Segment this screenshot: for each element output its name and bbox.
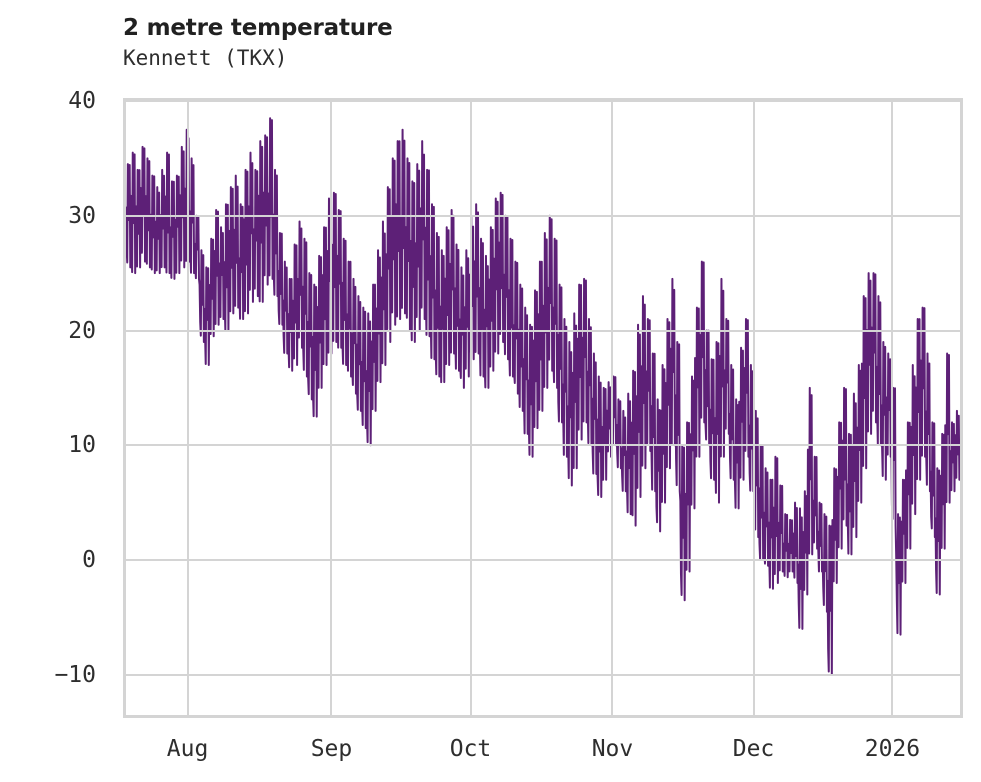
plot-inner bbox=[126, 101, 960, 715]
page-title: 2 metre temperature bbox=[123, 15, 393, 41]
y-tick-label: 0 bbox=[82, 547, 96, 574]
y-tick-label: 10 bbox=[68, 432, 96, 459]
x-tick-label: Dec bbox=[732, 736, 775, 762]
gridline-horizontal bbox=[126, 444, 960, 447]
x-tick-label: Oct bbox=[449, 736, 492, 762]
plot-area bbox=[123, 98, 963, 718]
x-tick-label: Nov bbox=[591, 736, 634, 762]
x-tick-label: Sep bbox=[310, 736, 353, 762]
chart-subtitle: Kennett (TKX) bbox=[123, 46, 288, 70]
gridline-vertical bbox=[186, 101, 189, 715]
gridline-horizontal bbox=[126, 673, 960, 676]
gridline-horizontal bbox=[126, 559, 960, 562]
x-axis-ticks: Aug Sep Oct Nov Dec 2026 bbox=[123, 736, 963, 776]
gridline-horizontal bbox=[126, 214, 960, 217]
gridline-vertical bbox=[469, 101, 472, 715]
x-tick-label: Aug bbox=[166, 736, 209, 762]
title-block: 2 metre temperature Kennett (TKX) bbox=[123, 14, 823, 72]
gridline-vertical bbox=[891, 101, 894, 715]
temperature-series bbox=[126, 117, 960, 676]
y-axis-ticks: 40 30 20 10 0 −10 bbox=[0, 88, 108, 718]
gridline-horizontal bbox=[126, 101, 960, 102]
y-tick-label: 30 bbox=[68, 202, 96, 229]
y-tick-label: 40 bbox=[68, 88, 96, 114]
gridline-vertical bbox=[611, 101, 614, 715]
gridline-horizontal bbox=[126, 329, 960, 332]
y-tick-label: 20 bbox=[68, 317, 96, 344]
series-line bbox=[126, 117, 960, 676]
y-tick-label: −10 bbox=[54, 661, 96, 688]
x-tick-label: 2026 bbox=[864, 736, 921, 762]
gridline-vertical bbox=[752, 101, 755, 715]
gridline-vertical bbox=[330, 101, 333, 715]
